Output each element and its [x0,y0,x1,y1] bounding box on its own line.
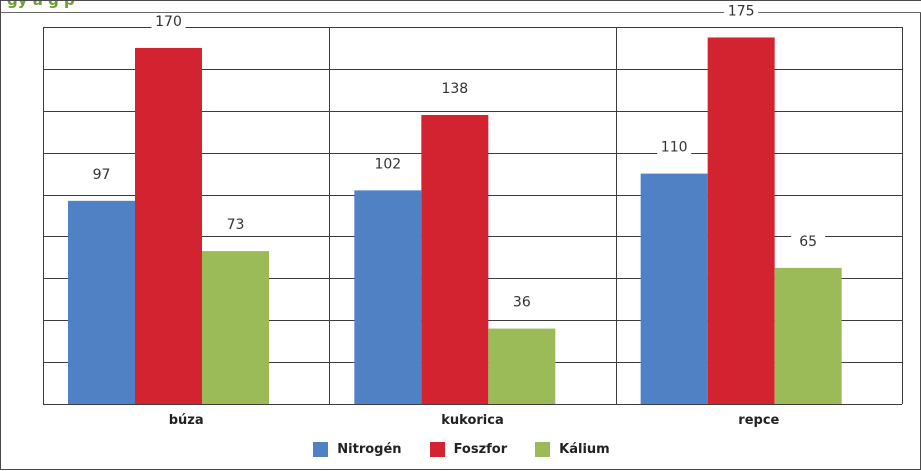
bar-nitrogén-1 [354,190,422,404]
bar-kálium-0 [202,251,269,404]
data-label-background [151,13,186,30]
data-label: 138 [441,81,468,97]
data-labels: 97 170 73 102 138 36 110 175 65 [84,3,826,311]
category-label: búza [169,413,204,428]
bars [68,37,842,404]
data-label: 102 [374,156,401,172]
data-label: 73 [227,217,245,233]
data-label: 110 [661,140,688,156]
bar-kálium-2 [774,267,842,404]
bar-foszfor-1 [421,114,489,404]
legend-item-kálium: Kálium [535,441,610,457]
data-label: 65 [799,234,817,250]
data-label: 170 [155,14,182,30]
bar-foszfor-0 [135,47,202,404]
data-label-background [370,156,405,173]
data-label-background [724,3,759,20]
data-label-background [84,166,119,183]
data-label-background [437,80,472,97]
category-label: kukorica [441,413,503,428]
data-label-background [791,233,826,250]
data-label-background [504,294,539,311]
legend-swatch [535,441,551,457]
data-label: 175 [728,3,755,19]
category-label: repce [738,413,779,428]
data-label-background [218,217,253,234]
legend-item-foszfor: Foszfor [429,441,508,457]
bar-kálium-1 [488,328,556,404]
legend-label: Kálium [559,441,610,457]
bar-nitrogén-2 [640,173,708,404]
bar-nitrogén-0 [68,200,135,404]
title-band: gy a g p [1,1,921,13]
legend-label: Foszfor [453,441,508,457]
data-label: 36 [513,295,531,311]
legend-label: Nitrogén [337,441,402,457]
category-labels: búza kukorica repce [169,413,780,428]
legend-item-nitrogén: Nitrogén [313,441,402,457]
data-label-background [657,139,692,156]
bar-foszfor-2 [707,37,775,404]
legend-swatch [313,441,329,457]
chart-title-fragment: gy a g p [7,1,75,9]
legend: Nitrogén Foszfor Kálium [1,439,921,459]
legend-swatch [429,441,445,457]
data-label: 97 [93,167,111,183]
